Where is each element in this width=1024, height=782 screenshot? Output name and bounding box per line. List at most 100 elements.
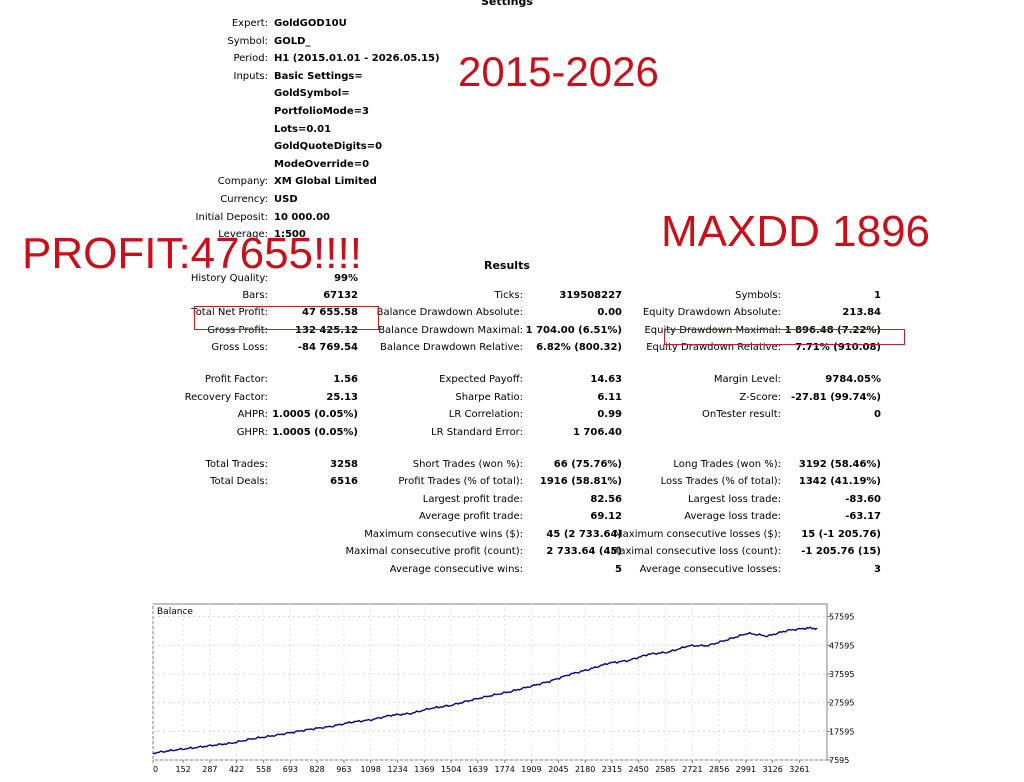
result-value: -1 205.76 (15): [801, 546, 881, 557]
settings-value: GoldQuoteDigits=0: [274, 141, 383, 153]
x-tick-label: 1098: [360, 765, 380, 774]
x-tick-label: 287: [202, 765, 217, 774]
net-profit-highlight: [194, 306, 379, 330]
result-value: 3258: [330, 459, 358, 470]
result-value: 1.0005 (0.05%): [272, 409, 358, 420]
x-tick-label: 1639: [468, 765, 488, 774]
result-value: 7.71% (910.08): [795, 342, 881, 353]
x-tick-label: 2856: [709, 765, 729, 774]
result-label: Maximum consecutive wins ($):: [364, 529, 523, 540]
balance-series-line: [152, 626, 818, 755]
x-tick-label: 828: [309, 765, 324, 774]
result-label: Gross Profit:: [207, 325, 268, 336]
result-label: Total Net Profit:: [191, 307, 268, 318]
x-tick-label: 2315: [602, 765, 622, 774]
settings-label: Inputs:: [233, 70, 268, 82]
y-tick-label: 27595: [829, 699, 854, 708]
result-label: Maximum consecutive losses ($):: [614, 529, 781, 540]
result-label: Maximal consecutive loss (count):: [610, 546, 781, 557]
x-tick-label: 1909: [521, 765, 541, 774]
x-tick-label: 2991: [736, 765, 756, 774]
x-tick-label: 2585: [655, 765, 675, 774]
result-value: 6.82% (800.32): [536, 342, 622, 353]
x-tick-label: 2180: [575, 765, 595, 774]
result-value: 1: [874, 290, 881, 301]
result-label: Ticks:: [494, 290, 523, 301]
result-label: Average profit trade:: [418, 511, 523, 522]
settings-label: Initial Deposit:: [195, 211, 268, 223]
result-label: Balance Drawdown Maximal:: [378, 325, 523, 336]
result-label: Symbols:: [735, 290, 781, 301]
result-value: 0.00: [597, 307, 622, 318]
result-value: 14.63: [590, 374, 622, 385]
result-label: Gross Loss:: [211, 342, 268, 353]
result-label: Average loss trade:: [684, 511, 781, 522]
settings-value: Basic Settings=: [274, 70, 363, 82]
y-tick-label: 47595: [829, 641, 854, 650]
result-value: 45 (2 733.64): [546, 529, 622, 540]
result-label: Balance Drawdown Relative:: [379, 342, 523, 353]
result-label: Largest loss trade:: [688, 494, 781, 505]
x-tick-label: 2721: [682, 765, 702, 774]
result-value: -63.17: [845, 511, 881, 522]
result-value: 0: [874, 409, 881, 420]
result-label: Maximal consecutive profit (count):: [345, 546, 523, 557]
result-value: 1 896.48 (7.22%): [784, 325, 881, 336]
result-value: 15 (-1 205.76): [801, 529, 881, 540]
result-label: History Quality:: [190, 273, 268, 284]
chart-title: Balance: [157, 607, 193, 617]
x-tick-label: 558: [256, 765, 271, 774]
x-tick-label: 693: [283, 765, 298, 774]
x-tick-label: 2450: [628, 765, 648, 774]
x-tick-label: 3261: [789, 765, 809, 774]
settings-value: ModeOverride=0: [274, 158, 370, 170]
result-value: 1.0005 (0.05%): [272, 427, 358, 438]
result-label: Equity Drawdown Relative:: [646, 342, 781, 353]
result-label: Sharpe Ratio:: [455, 392, 523, 403]
result-label: Average consecutive wins:: [389, 564, 523, 575]
settings-value: PortfolioMode=3: [274, 106, 369, 117]
results-title: Results: [484, 259, 530, 272]
result-label: Total Trades:: [205, 459, 269, 470]
result-label: Expected Payoff:: [439, 374, 523, 385]
result-value: -27.81 (99.74%): [790, 392, 881, 403]
y-tick-label: 37595: [829, 670, 854, 679]
result-label: Equity Drawdown Absolute:: [642, 307, 781, 318]
result-label: OnTester result:: [701, 409, 781, 420]
y-tick-label: 17595: [829, 727, 854, 736]
settings-value: GoldSymbol=: [274, 88, 350, 100]
result-value: 1342 (41.19%): [798, 476, 881, 487]
result-label: Profit Factor:: [204, 374, 268, 385]
x-tick-label: 152: [175, 765, 190, 774]
result-value: 319508227: [559, 290, 622, 301]
result-value: 3: [874, 564, 881, 575]
result-value: 69.12: [590, 511, 622, 522]
result-label: GHPR:: [236, 427, 268, 438]
result-label: Equity Drawdown Maximal:: [644, 325, 781, 336]
x-tick-label: 1504: [441, 765, 461, 774]
result-value: 67132: [323, 290, 358, 301]
result-label: Balance Drawdown Absolute:: [376, 307, 523, 318]
settings-value: USD: [274, 194, 298, 205]
result-label: Short Trades (won %):: [412, 459, 523, 470]
chart-frame: [152, 603, 828, 761]
settings-value: 1:500: [274, 229, 306, 241]
result-value: 1 704.00 (6.51%): [525, 325, 622, 336]
result-label: Largest profit trade:: [422, 494, 523, 505]
x-tick-label: 422: [229, 765, 244, 774]
result-value: 25.13: [326, 392, 358, 403]
settings-label: Period:: [233, 53, 268, 65]
y-tick-label: 57595: [829, 613, 854, 622]
result-label: AHPR:: [237, 409, 268, 420]
equity-drawdown-highlight: [664, 329, 905, 345]
result-value: 47 655.58: [302, 307, 358, 318]
settings-label: Symbol:: [227, 35, 268, 47]
result-value: -83.60: [845, 494, 881, 505]
result-value: 1 706.40: [572, 427, 622, 438]
settings-value: 10 000.00: [274, 211, 330, 223]
result-value: 66 (75.76%): [553, 459, 622, 470]
years-annotation: 2015-2026: [458, 48, 659, 95]
balance-chart: Balance 57595 47595 37595 27595 17595 7595 0 152…: [152, 603, 854, 774]
result-label: LR Correlation:: [448, 409, 523, 420]
settings-label: Expert:: [231, 18, 268, 29]
